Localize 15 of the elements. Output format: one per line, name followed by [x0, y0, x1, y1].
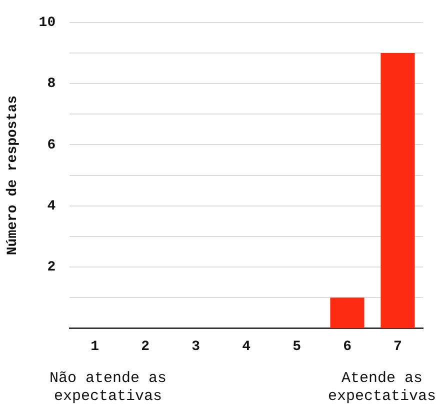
x-tick-label: 1 — [90, 339, 100, 356]
y-tick-label: 6 — [47, 137, 56, 154]
x-tick-label: 3 — [192, 339, 200, 356]
y-tick-label: 2 — [47, 260, 56, 276]
text: Não atende as expectativas — [48, 370, 168, 406]
x-tick-label: 6 — [343, 339, 352, 356]
x-tick-label: 2 — [141, 339, 150, 356]
x-tick-label: 5 — [292, 339, 301, 356]
x-tick-label: 4 — [242, 339, 251, 356]
y-tick-label: 10 — [38, 14, 56, 31]
x-tick-label: 7 — [394, 339, 402, 356]
y-tick-label: 4 — [47, 198, 56, 214]
text: Atende as expectativas — [327, 370, 437, 406]
y-axis-title: Número de respostas — [4, 95, 21, 256]
y-tick-label: 8 — [47, 76, 56, 92]
